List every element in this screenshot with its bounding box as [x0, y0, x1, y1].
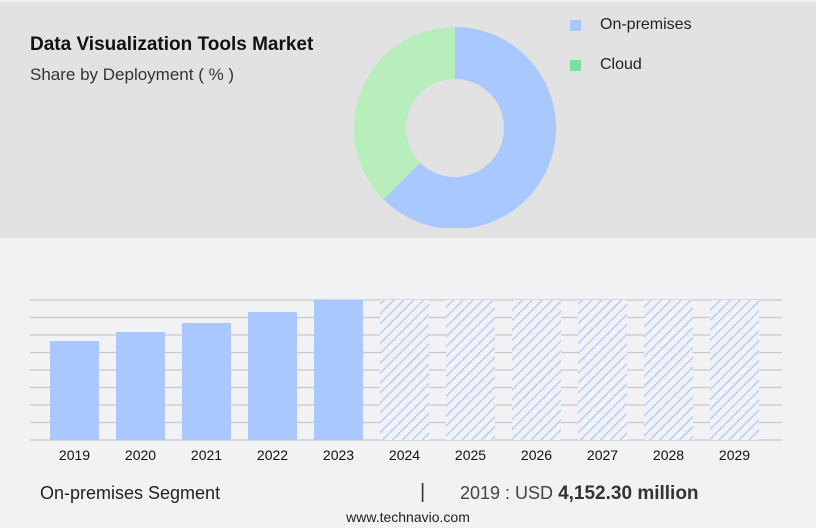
bar-2027 [578, 300, 627, 440]
bar-2023 [314, 300, 363, 440]
chart-title: Data Visualization Tools Market [30, 34, 314, 55]
x-axis-ticks: 2019 2020 2021 2022 2023 2024 2025 2026 2027 2028… [59, 447, 750, 463]
bar-2028 [644, 300, 693, 440]
separator: | [420, 481, 426, 503]
x-tick-2028: 2028 [653, 447, 684, 463]
donut-slice-on-premises [383, 27, 556, 228]
bar-2025 [446, 300, 495, 440]
legend-item-cloud: Cloud [570, 56, 642, 74]
donut-slice-cloud [353, 27, 455, 200]
x-tick-2026: 2026 [521, 447, 552, 463]
source-url: www.technavio.com [346, 509, 470, 525]
segment-label: On-premises Segment [40, 483, 221, 503]
x-tick-2019: 2019 [59, 447, 90, 463]
legend-item-on-premises: On-premises [570, 16, 692, 34]
legend-swatch [570, 19, 581, 31]
bar-2026 [512, 300, 561, 440]
legend-swatch [570, 59, 581, 71]
x-tick-2022: 2022 [257, 447, 288, 463]
x-tick-2027: 2027 [587, 447, 618, 463]
x-tick-2024: 2024 [389, 447, 420, 463]
segment-value: 2019 : USD 4,152.30 million [460, 483, 699, 505]
bar-2021 [182, 323, 231, 440]
value-amount: 4,152.30 million [558, 483, 699, 504]
bar-2029 [710, 300, 759, 440]
bar-2022 [248, 312, 297, 440]
legend-label: On-premises [600, 16, 692, 33]
legend-label: Cloud [600, 56, 642, 73]
x-tick-2021: 2021 [191, 447, 222, 463]
x-tick-2025: 2025 [455, 447, 486, 463]
year-label: 2019 : USD [460, 483, 554, 503]
x-tick-2029: 2029 [719, 447, 750, 463]
bar-2024 [380, 300, 429, 440]
bar-2020 [116, 331, 165, 440]
chart-subtitle: Share by Deployment ( % ) [30, 65, 235, 84]
bars [50, 300, 759, 440]
bar-2019 [50, 341, 99, 440]
donut-chart [353, 27, 556, 228]
x-tick-2023: 2023 [323, 447, 354, 463]
x-tick-2020: 2020 [125, 447, 156, 463]
